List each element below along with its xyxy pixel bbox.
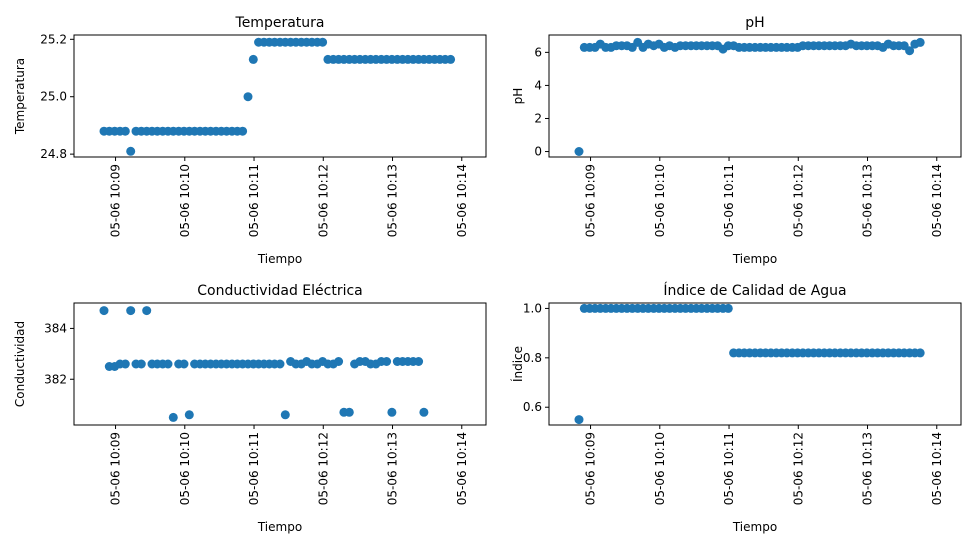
chart-title: Conductividad Eléctrica: [197, 283, 362, 299]
data-point: [184, 410, 194, 420]
chart-title: pH: [745, 15, 764, 31]
y-tick-label: 0: [534, 145, 542, 159]
y-axis-label: pH: [511, 88, 525, 105]
chart-panel-1: pH 0 2 4 6 05-06 10:09 05-06 10:10 05-06 10:11 0…: [511, 15, 962, 266]
x-tick-label: 05-06 10:11: [247, 164, 261, 237]
x-tick-label: 05-06 10:10: [653, 164, 667, 237]
data-point: [136, 359, 146, 369]
x-tick-label: 05-06 10:11: [722, 432, 736, 505]
plot-frame: [73, 302, 487, 426]
x-tick-label: 05-06 10:13: [386, 432, 400, 505]
y-axis-label: Índice: [510, 346, 525, 382]
data-point: [163, 359, 173, 369]
data-point: [419, 407, 429, 417]
data-point: [414, 357, 424, 366]
data-point: [344, 407, 354, 417]
data-point: [168, 412, 178, 422]
x-tick-label: 05-06 10:09: [109, 432, 123, 505]
x-tick-label: 05-06 10:14: [930, 164, 944, 237]
plot-frame: [548, 34, 962, 158]
data-point: [723, 303, 733, 313]
chart-panel-0: Temperatura 24.8 25.0 25.2 05-06 10:09 05-06 …: [13, 15, 487, 266]
x-tick-label: 05-06 10:12: [316, 432, 330, 505]
data-point: [915, 37, 925, 47]
x-tick-label: 05-06 10:10: [178, 164, 192, 237]
x-axis-label: Tiempo: [732, 252, 777, 266]
data-point: [238, 126, 248, 136]
chart-title: Temperatura: [235, 15, 325, 31]
chart-panel-2: Conductividad Eléctrica 382 384 05-06 10:09…: [13, 283, 487, 534]
plot-frame: [73, 34, 487, 158]
chart-title: Índice de Calidad de Agua: [663, 282, 846, 299]
y-tick-label: 0.6: [523, 400, 542, 414]
x-tick-label: 05-06 10:11: [722, 164, 736, 237]
data-point: [334, 357, 344, 366]
y-axis-label: Temperatura: [13, 58, 27, 135]
y-tick-label: 24.8: [40, 147, 67, 161]
y-tick-label: 384: [44, 321, 67, 335]
y-tick-label: 0.8: [523, 351, 542, 365]
data-point: [446, 54, 456, 64]
y-tick-label: 25.0: [40, 90, 67, 104]
data-point: [574, 415, 584, 425]
x-tick-label: 05-06 10:09: [584, 432, 598, 505]
data-point: [99, 306, 109, 316]
x-tick-label: 05-06 10:12: [316, 164, 330, 237]
x-tick-label: 05-06 10:13: [861, 432, 875, 505]
chart-panel-3: Índice de Calidad de Agua 0.6 0.8 1.0 05-06 …: [510, 282, 962, 534]
x-tick-label: 05-06 10:11: [247, 432, 261, 505]
y-axis-label: Conductividad: [13, 321, 27, 407]
x-tick-label: 05-06 10:14: [455, 432, 469, 505]
data-point: [318, 37, 328, 47]
data-point: [142, 306, 152, 316]
data-point: [120, 359, 130, 369]
y-tick-label: 2: [534, 111, 542, 125]
data-point: [905, 46, 915, 56]
x-tick-label: 05-06 10:13: [861, 164, 875, 237]
data-point: [280, 410, 290, 420]
data-point: [126, 306, 136, 316]
y-tick-label: 382: [44, 372, 67, 386]
y-tick-label: 25.2: [40, 32, 67, 46]
x-tick-label: 05-06 10:10: [653, 432, 667, 505]
y-tick-label: 4: [534, 78, 542, 92]
data-point: [275, 359, 285, 369]
x-tick-label: 05-06 10:12: [791, 164, 805, 237]
data-point: [179, 359, 189, 369]
x-tick-label: 05-06 10:10: [178, 432, 192, 505]
data-point: [382, 357, 392, 366]
x-tick-label: 05-06 10:09: [584, 164, 598, 237]
data-point: [120, 126, 130, 136]
x-tick-label: 05-06 10:14: [930, 432, 944, 505]
x-axis-label: Tiempo: [257, 520, 302, 534]
x-tick-label: 05-06 10:12: [791, 432, 805, 505]
x-tick-label: 05-06 10:14: [455, 164, 469, 237]
data-point: [915, 348, 925, 358]
x-tick-label: 05-06 10:09: [109, 164, 123, 237]
x-tick-label: 05-06 10:13: [386, 164, 400, 237]
x-axis-label: Tiempo: [257, 252, 302, 266]
y-tick-label: 6: [534, 45, 542, 59]
plot-frame: [548, 302, 962, 426]
data-point: [126, 146, 136, 156]
data-point: [387, 407, 397, 417]
data-point: [574, 147, 584, 156]
data-point: [243, 92, 253, 102]
x-axis-label: Tiempo: [732, 520, 777, 534]
y-tick-label: 1.0: [523, 301, 542, 315]
data-point: [248, 54, 258, 64]
